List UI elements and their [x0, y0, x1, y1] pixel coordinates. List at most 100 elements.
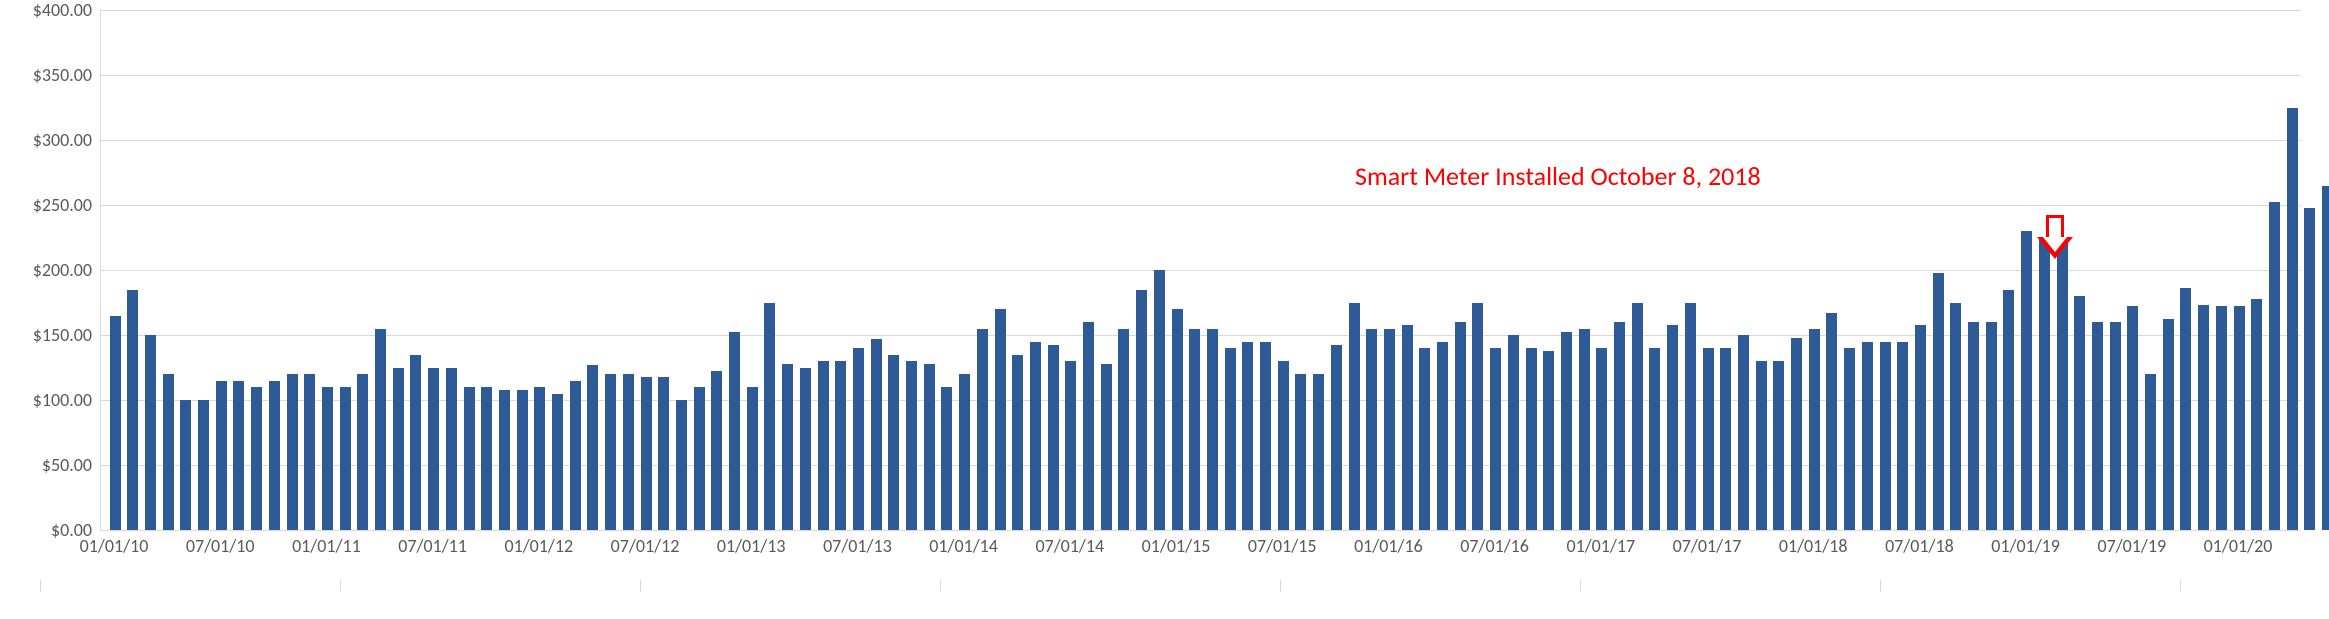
bar — [287, 374, 298, 530]
bar — [2163, 319, 2174, 530]
bar — [2074, 296, 2085, 530]
bar — [410, 355, 421, 531]
y-tick-label: $250.00 — [33, 194, 92, 216]
gridline — [101, 75, 2301, 76]
bar — [764, 303, 775, 531]
bar — [1685, 303, 1696, 531]
y-tick-label: $50.00 — [42, 454, 92, 476]
gridline — [101, 140, 2301, 141]
bar — [1048, 345, 1059, 530]
bar — [163, 374, 174, 530]
bar — [1242, 342, 1253, 531]
bar — [1136, 290, 1147, 531]
minor-tick — [1280, 580, 1281, 592]
bar — [570, 381, 581, 531]
bar — [1207, 329, 1218, 531]
bar — [1809, 329, 1820, 531]
bar — [1384, 329, 1395, 531]
bar — [1915, 325, 1926, 530]
bar — [1349, 303, 1360, 531]
x-tick-label: 01/01/12 — [504, 535, 573, 557]
bar — [1667, 325, 1678, 530]
bar — [1154, 270, 1165, 530]
bar — [1030, 342, 1041, 531]
bar — [216, 381, 227, 531]
bar — [1526, 348, 1537, 530]
bar — [322, 387, 333, 530]
y-tick-label: $400.00 — [33, 0, 92, 21]
bar — [1738, 335, 1749, 530]
x-tick-label: 07/01/15 — [1248, 535, 1317, 557]
bar — [269, 381, 280, 531]
bar — [1118, 329, 1129, 531]
bar — [1649, 348, 1660, 530]
plot-area — [100, 10, 2301, 531]
bar — [1455, 322, 1466, 530]
bar — [1083, 322, 1094, 530]
minor-tick — [2180, 580, 2181, 592]
bar — [800, 368, 811, 531]
bar — [2269, 202, 2280, 530]
x-tick-label: 01/01/18 — [1779, 535, 1848, 557]
bar — [1579, 329, 1590, 531]
bar — [340, 387, 351, 530]
bar — [1614, 322, 1625, 530]
bar — [1012, 355, 1023, 531]
bar — [835, 361, 846, 530]
chart-annotation: Smart Meter Installed October 8, 2018 — [1355, 160, 1761, 192]
bar — [711, 371, 722, 530]
bar — [1880, 342, 1891, 531]
bar — [2180, 288, 2191, 530]
bar — [1632, 303, 1643, 531]
bar — [1402, 325, 1413, 530]
bar — [1101, 364, 1112, 530]
bar — [1703, 348, 1714, 530]
x-tick-label: 01/01/19 — [1991, 535, 2060, 557]
bar — [1950, 303, 1961, 531]
bar — [605, 374, 616, 530]
bar — [1331, 345, 1342, 530]
bar — [2198, 305, 2209, 530]
bar — [2322, 186, 2329, 531]
bar — [1561, 332, 1572, 530]
bar — [1596, 348, 1607, 530]
bar — [1933, 273, 1944, 530]
bar — [1278, 361, 1289, 530]
bar — [357, 374, 368, 530]
y-tick-label: $350.00 — [33, 64, 92, 86]
bar — [1862, 342, 1873, 531]
bar — [1897, 342, 1908, 531]
bar — [1844, 348, 1855, 530]
x-tick-label: 01/01/17 — [1566, 535, 1635, 557]
bar — [1756, 361, 1767, 530]
bar — [251, 387, 262, 530]
bar — [676, 400, 687, 530]
bar — [198, 400, 209, 530]
bar — [587, 365, 598, 530]
x-tick-label: 07/01/10 — [186, 535, 255, 557]
bar-chart: $0.00$50.00$100.00$150.00$200.00$250.00$… — [0, 0, 2329, 619]
bar — [782, 364, 793, 530]
bar — [747, 387, 758, 530]
minor-tick — [1580, 580, 1581, 592]
bar — [1543, 351, 1554, 530]
bar — [1826, 313, 1837, 530]
bar — [1172, 309, 1183, 530]
bar — [1508, 335, 1519, 530]
gridline — [101, 270, 2301, 271]
bar — [446, 368, 457, 531]
bar — [1472, 303, 1483, 531]
bar — [2057, 238, 2068, 531]
bar — [941, 387, 952, 530]
bar — [1986, 322, 1997, 530]
bar — [1189, 329, 1200, 531]
minor-tick — [1880, 580, 1881, 592]
bar — [180, 400, 191, 530]
x-tick-label: 07/01/12 — [611, 535, 680, 557]
x-tick-label: 01/01/13 — [717, 535, 786, 557]
bar — [393, 368, 404, 531]
bar — [1295, 374, 1306, 530]
bar — [2287, 108, 2298, 531]
x-tick-label: 07/01/14 — [1035, 535, 1104, 557]
annotation-arrow — [2035, 215, 2075, 265]
